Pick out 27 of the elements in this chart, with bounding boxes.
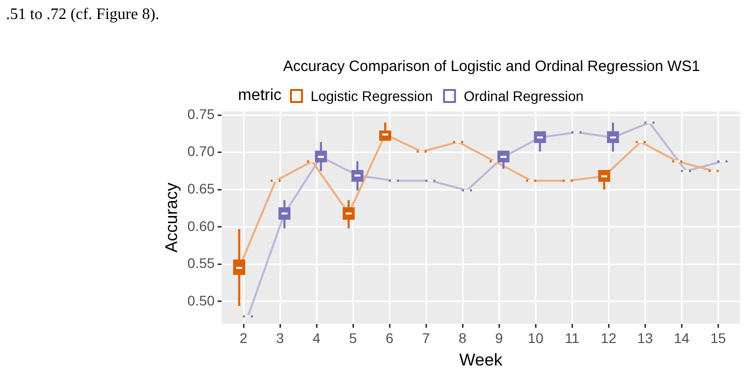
x-tick-label: 10 <box>528 330 544 346</box>
x-tick-label: 14 <box>674 330 690 346</box>
x-tick-label: 4 <box>312 330 321 346</box>
y-axis-title: Accuracy <box>162 182 181 253</box>
x-tick-label: 5 <box>349 330 358 346</box>
x-tick-label: 7 <box>422 330 430 346</box>
x-axis-title: Week <box>459 350 503 370</box>
y-tick-label: 0.60 <box>187 218 215 234</box>
legend-label: Logistic Regression <box>310 88 433 104</box>
x-tick-label: 12 <box>600 330 617 346</box>
y-tick-label: 0.55 <box>187 255 215 272</box>
y-tick-label: 0.75 <box>187 106 215 122</box>
x-tick-label: 15 <box>710 330 726 346</box>
x-tick-label: 11 <box>564 330 580 346</box>
x-tick-label: 13 <box>637 330 654 346</box>
x-tick-label: 8 <box>458 330 467 346</box>
x-tick-label: 2 <box>240 330 248 346</box>
chart-title: Accuracy Comparison of Logistic and Ordinal Regression WS1 <box>282 58 701 75</box>
x-tick-label: 3 <box>276 330 284 346</box>
text: .51 to .72 (cf. Figure 8). <box>6 6 160 24</box>
y-tick-label: 0.65 <box>187 180 215 197</box>
x-tick-label: 9 <box>495 330 504 346</box>
x-tick-label: 6 <box>386 330 394 346</box>
legend-title: metric <box>238 87 282 105</box>
legend-label: Ordinal Regression <box>464 88 584 104</box>
y-tick-label: 0.50 <box>187 292 215 308</box>
y-tick-label: 0.70 <box>187 143 215 160</box>
